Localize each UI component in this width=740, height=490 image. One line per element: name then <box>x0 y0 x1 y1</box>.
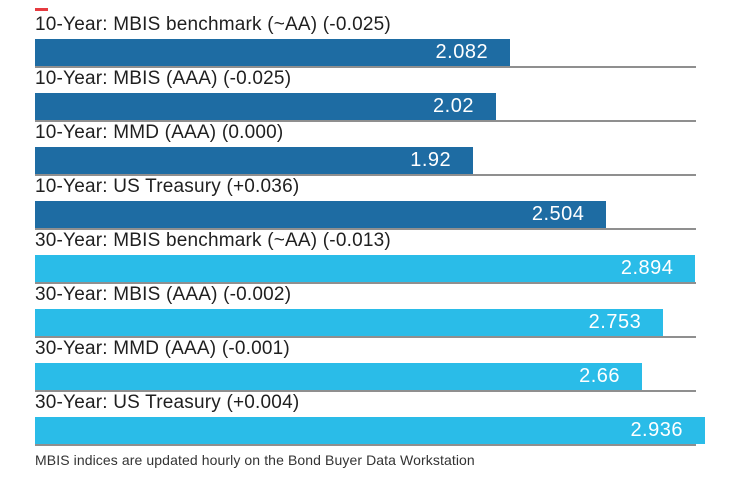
bar-value-label: 2.504 <box>531 203 585 225</box>
row-separator-line <box>35 444 696 446</box>
bar: 2.504 <box>35 201 607 228</box>
bar-row: 30-Year: MMD (AAA) (-0.001) 2.66 <box>35 336 705 392</box>
bar: 1.92 <box>35 147 474 174</box>
bar-label: 30-Year: MMD (AAA) (-0.001) <box>35 338 290 359</box>
bar-label: 10-Year: MMD (AAA) (0.000) <box>35 122 284 143</box>
row-separator-line <box>35 336 696 338</box>
bar-label: 30-Year: MBIS benchmark (~AA) (-0.013) <box>35 230 391 251</box>
bar-track: 2.753 <box>35 309 705 338</box>
chart-footnote: MBIS indices are updated hourly on the B… <box>35 452 475 468</box>
bar-rows: 10-Year: MBIS benchmark (~AA) (-0.025) 2… <box>35 12 705 446</box>
bar: 2.66 <box>35 363 643 390</box>
row-separator-line <box>35 120 696 122</box>
bar-label: 10-Year: US Treasury (+0.036) <box>35 176 300 197</box>
bar-track: 1.92 <box>35 147 705 176</box>
bar: 2.082 <box>35 39 511 66</box>
bar-value-label: 1.92 <box>410 149 452 171</box>
bar-row: 10-Year: US Treasury (+0.036) 2.504 <box>35 174 705 230</box>
bar-track: 2.082 <box>35 39 705 68</box>
bar-row: 30-Year: MBIS (AAA) (-0.002) 2.753 <box>35 282 705 338</box>
red-accent-dash <box>35 8 48 11</box>
bar-value-label: 2.66 <box>579 365 621 387</box>
bar-track: 2.02 <box>35 93 705 122</box>
bar-row: 10-Year: MMD (AAA) (0.000) 1.92 <box>35 120 705 176</box>
bar: 2.894 <box>35 255 696 282</box>
row-separator-line <box>35 228 696 230</box>
bar-value-label: 2.936 <box>630 419 683 441</box>
bar-track: 2.894 <box>35 255 705 284</box>
bar-row: 30-Year: US Treasury (+0.004) 2.936 <box>35 390 705 446</box>
bar-track: 2.936 <box>35 417 705 446</box>
bar: 2.936 <box>35 417 705 444</box>
row-separator-line <box>35 66 696 68</box>
bar-label: 10-Year: MBIS benchmark (~AA) (-0.025) <box>35 14 391 35</box>
bar-label: 30-Year: US Treasury (+0.004) <box>35 392 300 413</box>
row-separator-line <box>35 282 696 284</box>
bar-track: 2.66 <box>35 363 705 392</box>
bar-value-label: 2.02 <box>433 95 474 117</box>
row-separator-line <box>35 390 696 392</box>
bar-value-label: 2.753 <box>588 311 642 333</box>
row-separator-line <box>35 174 696 176</box>
bar-row: 30-Year: MBIS benchmark (~AA) (-0.013) 2… <box>35 228 705 284</box>
bar: 2.02 <box>35 93 496 120</box>
bar-value-label: 2.082 <box>435 41 489 63</box>
bar-track: 2.504 <box>35 201 705 230</box>
bar-label: 10-Year: MBIS (AAA) (-0.025) <box>35 68 292 89</box>
bar-row: 10-Year: MBIS benchmark (~AA) (-0.025) 2… <box>35 12 705 68</box>
bar-value-label: 2.894 <box>620 257 674 279</box>
bar-row: 10-Year: MBIS (AAA) (-0.025) 2.02 <box>35 66 705 122</box>
bar-label: 30-Year: MBIS (AAA) (-0.002) <box>35 284 292 305</box>
bar: 2.753 <box>35 309 664 336</box>
